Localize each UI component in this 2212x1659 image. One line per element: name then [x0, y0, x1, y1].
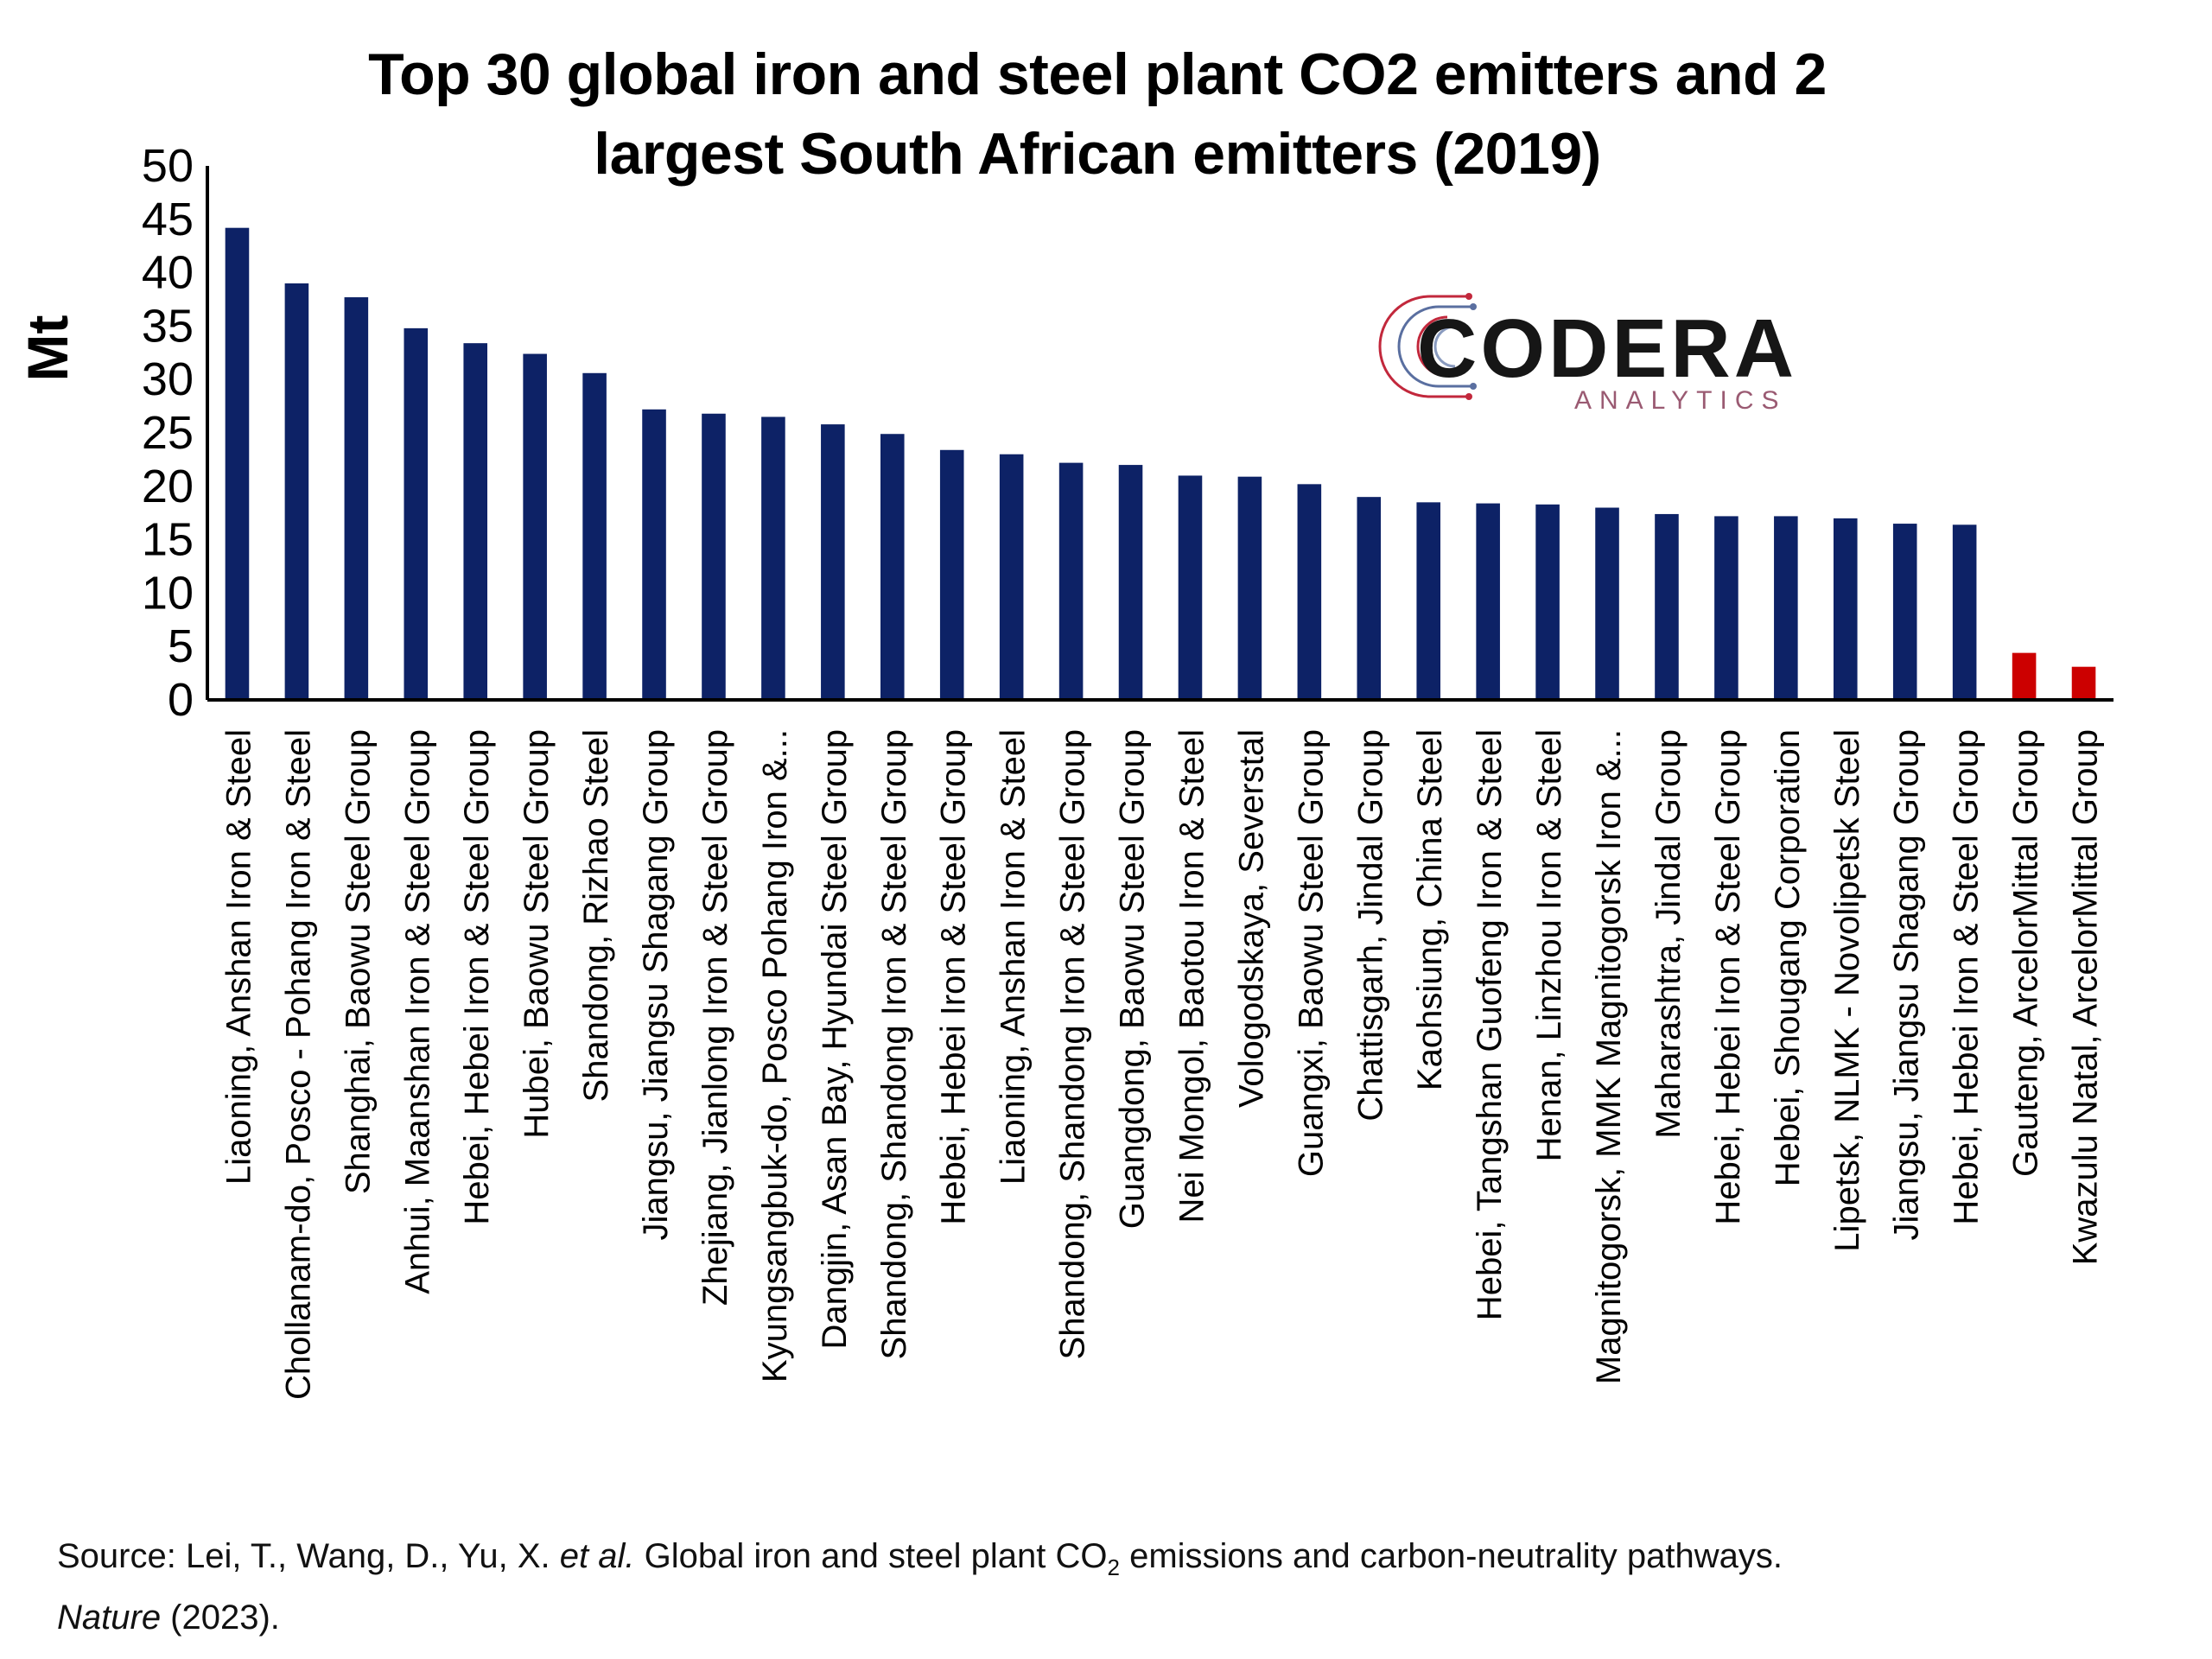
x-tick-label: Liaoning, Anshan Iron & Steel — [219, 729, 257, 1185]
x-tick-label: Jiangsu, Jiangsu Shagang Group — [1888, 729, 1926, 1241]
x-tick-label: Kyungsangbuk-do, Posco Pohang Iron &... — [756, 729, 794, 1382]
source-prefix: Source: Lei, T., Wang, D., Yu, X. — [57, 1537, 560, 1575]
bar — [2012, 652, 2037, 700]
bar — [1416, 502, 1441, 700]
bar — [463, 343, 488, 700]
x-tick-label: Liaoning, Anshan Iron & Steel — [995, 729, 1033, 1185]
x-tick-label: Hebei, Hebei Iron & Steel Group — [935, 729, 973, 1225]
bar — [523, 353, 547, 700]
bar — [1058, 462, 1084, 700]
x-tick-labels: Liaoning, Anshan Iron & Steel Chollanam-d… — [219, 729, 2104, 1400]
x-tick-label: Hebei, Hebei Iron & Steel Group — [1709, 729, 1747, 1225]
x-tick-label: Anhui, Maanshan Iron & Steel Group — [398, 729, 436, 1294]
bar — [642, 409, 666, 700]
y-tick-label: 25 — [142, 407, 194, 459]
y-tick-label: 35 — [142, 300, 194, 352]
x-tick-label: Hubei, Baowu Steel Group — [518, 729, 556, 1139]
bar — [284, 283, 309, 700]
circuit-ring-icon — [1378, 293, 1477, 400]
x-tick-label: Henan, Linzhou Iron & Steel — [1530, 729, 1568, 1161]
bar — [702, 413, 726, 700]
x-tick-label: Shanghai, Baowu Steel Group — [339, 729, 377, 1194]
x-tick-label: Hebei, Hebei Iron & Steel Group — [1948, 729, 1986, 1225]
x-tick-label: Nei Mongol, Baotou Iron & Steel — [1173, 729, 1211, 1223]
source-middle: Global iron and steel plant CO — [634, 1537, 1108, 1575]
y-tick-label: 10 — [142, 567, 194, 619]
x-tick-label: Maharashtra, Jindal Group — [1649, 729, 1688, 1139]
chart-title: Top 30 global iron and steel plant CO2 e… — [368, 41, 1827, 187]
source-journal: Nature — [57, 1599, 162, 1637]
bar — [1118, 465, 1143, 700]
bar — [1297, 484, 1322, 700]
x-tick-label: Kaohsiung, China Steel — [1411, 729, 1449, 1090]
y-tick-label: 40 — [142, 247, 194, 299]
y-tick-label: 15 — [142, 514, 194, 566]
bar — [999, 454, 1024, 700]
x-tick-label: Shandong, Shandong Iron & Steel Group — [875, 729, 913, 1359]
bar — [344, 297, 369, 700]
y-tick-label: 50 — [142, 140, 194, 192]
bar — [1774, 516, 1798, 700]
bar — [880, 434, 905, 700]
x-tick-label: Shandong, Rizhao Steel — [577, 729, 615, 1102]
x-tick-label: Shandong, Shandong Iron & Steel Group — [1054, 729, 1092, 1359]
y-tick-label: 45 — [142, 194, 194, 245]
bar — [1178, 475, 1203, 700]
bar — [2071, 666, 2096, 700]
bars — [225, 227, 2096, 700]
x-tick-label: Zhejiang, Jianlong Iron & Steel Group — [696, 729, 734, 1306]
bar — [1237, 476, 1262, 700]
x-tick-label: Magnitogorsk, MMK Magnitogorsk Iron &... — [1590, 729, 1628, 1384]
source-year: (2023). — [161, 1599, 280, 1637]
x-tick-label: Jiangsu, Jiangsu Shagang Group — [637, 729, 675, 1241]
bar — [939, 449, 964, 700]
bar — [1655, 513, 1679, 700]
x-tick-label: Guangxi, Baowu Steel Group — [1292, 729, 1330, 1177]
x-tick-label: Vologodskaya, Severstal — [1232, 729, 1270, 1108]
x-tick-label: Guangdong, Baowu Steel Group — [1114, 729, 1152, 1229]
x-tick-label: Chattisgarh, Jindal Group — [1351, 729, 1389, 1122]
y-axis-title: Mt — [16, 315, 79, 382]
bar — [225, 227, 250, 700]
bar — [1535, 504, 1560, 700]
logo-tagline: ANALYTICS — [1574, 386, 1787, 415]
y-tick-label: 20 — [142, 461, 194, 512]
source-note: Source: Lei, T., Wang, D., Yu, X. et al.… — [57, 1531, 2174, 1643]
bar — [1476, 503, 1500, 700]
codera-logo: CODERA ANALYTICS — [1378, 293, 1797, 415]
bar — [1714, 516, 1738, 700]
bar — [821, 424, 845, 700]
source-subscript: 2 — [1107, 1554, 1120, 1580]
y-axis-title-group: Mt — [16, 315, 79, 382]
x-tick-label: Lipetsk, NLMK - Novolipetsk Steel — [1828, 729, 1866, 1252]
x-tick-label: Hebei, Shougang Corporation — [1769, 729, 1807, 1186]
x-tick-label: Dangjin, Asan Bay, Hyundai Steel Group — [816, 729, 854, 1349]
bar — [404, 327, 429, 700]
logo-wordmark: CODERA — [1417, 302, 1797, 395]
x-tick-label: Kwazulu Natal, ArcelorMittal Group — [2067, 729, 2105, 1265]
x-tick-label: Hebei, Hebei Iron & Steel Group — [458, 729, 496, 1225]
x-tick-label: Gauteng, ArcelorMittal Group — [2007, 729, 2045, 1177]
y-tick-label: 30 — [142, 353, 194, 405]
bar — [1952, 524, 1977, 700]
bar — [1357, 497, 1382, 700]
bar — [582, 372, 607, 700]
bar — [1595, 507, 1619, 700]
bar — [1892, 524, 1917, 700]
source-suffix: emissions and carbon-neutrality pathways… — [1119, 1537, 1783, 1575]
y-tick-label: 0 — [168, 674, 194, 726]
bar — [1833, 518, 1858, 700]
x-tick-label: Chollanam-do, Posco - Pohang Iron & Stee… — [279, 729, 317, 1400]
source-etal: et al. — [559, 1537, 635, 1575]
bar — [761, 416, 785, 700]
x-tick-label: Hebei, Tangshan Guofeng Iron & Steel — [1471, 729, 1509, 1320]
y-tick-label: 5 — [168, 620, 194, 672]
